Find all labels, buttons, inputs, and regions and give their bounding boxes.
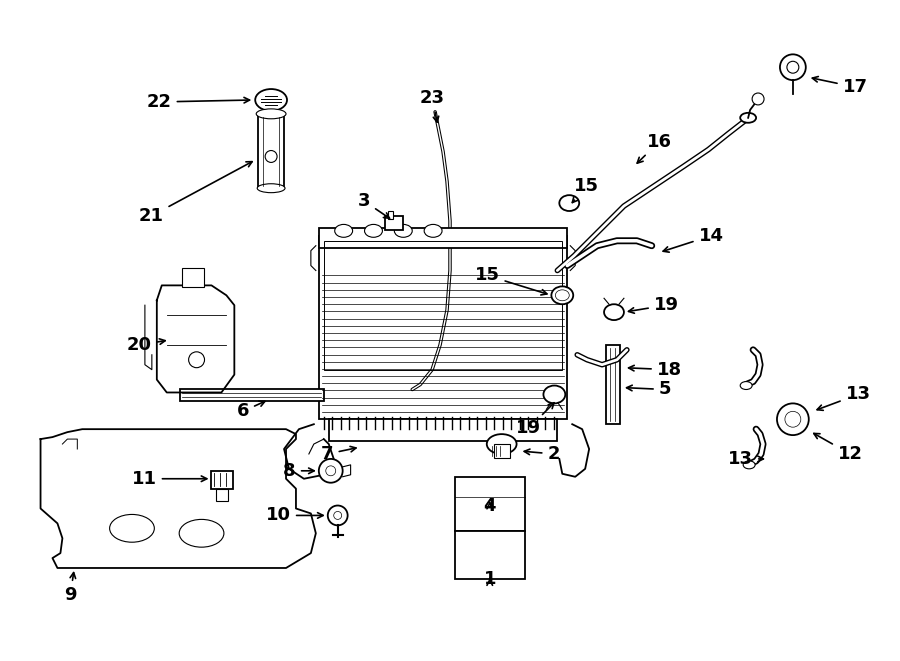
Text: 9: 9 [64,572,76,604]
Text: 7: 7 [321,445,356,463]
Ellipse shape [555,290,570,301]
Text: 14: 14 [663,227,724,253]
Text: 22: 22 [147,93,249,111]
Bar [328,419,557,441]
Circle shape [319,459,343,483]
Bar [606,345,620,424]
Circle shape [189,352,204,368]
Text: 17: 17 [813,77,868,96]
Ellipse shape [544,385,565,403]
Ellipse shape [487,434,517,454]
Text: 6: 6 [237,401,265,420]
Circle shape [785,411,801,427]
Circle shape [780,54,806,80]
Bar [212,471,233,488]
Ellipse shape [256,89,287,111]
Ellipse shape [257,184,285,192]
Text: 19: 19 [628,296,679,314]
Bar [319,228,567,248]
Text: 15: 15 [572,177,599,202]
Circle shape [752,93,764,105]
Text: 18: 18 [628,361,682,379]
Text: 16: 16 [637,133,671,163]
Circle shape [334,512,342,520]
Ellipse shape [335,224,353,237]
Text: 8: 8 [284,462,314,480]
Polygon shape [40,429,316,568]
Text: 13: 13 [728,450,763,468]
Ellipse shape [394,224,412,237]
Text: 1: 1 [483,570,496,588]
Bar [258,114,284,188]
Bar [389,211,393,219]
Ellipse shape [110,514,154,542]
Bar [180,389,324,401]
Text: 20: 20 [127,336,166,354]
Ellipse shape [256,109,286,119]
Bar [319,236,567,419]
Bar [385,216,403,230]
Circle shape [326,466,336,476]
Text: 2: 2 [524,445,560,463]
Ellipse shape [743,461,755,469]
Text: 15: 15 [474,266,547,295]
Text: 21: 21 [139,162,252,225]
Ellipse shape [740,381,752,389]
Circle shape [787,61,799,73]
Bar [455,531,525,579]
Ellipse shape [424,224,442,237]
Bar [217,488,229,500]
Text: 5: 5 [626,381,671,399]
Text: 4: 4 [483,498,496,516]
Bar [324,241,562,369]
Ellipse shape [364,224,382,237]
Text: 23: 23 [419,89,445,122]
Ellipse shape [552,286,573,304]
Circle shape [328,506,347,525]
Text: 3: 3 [358,192,390,218]
Text: 10: 10 [266,506,323,524]
Ellipse shape [559,195,580,211]
Text: 19: 19 [517,403,554,437]
Ellipse shape [740,113,756,123]
Text: 12: 12 [814,434,862,463]
Ellipse shape [179,520,224,547]
Bar [455,477,525,531]
Text: 11: 11 [131,470,207,488]
Ellipse shape [604,304,624,320]
Bar [494,444,509,458]
Circle shape [777,403,809,435]
Text: 13: 13 [817,385,870,410]
Bar [182,268,203,288]
Circle shape [266,151,277,163]
